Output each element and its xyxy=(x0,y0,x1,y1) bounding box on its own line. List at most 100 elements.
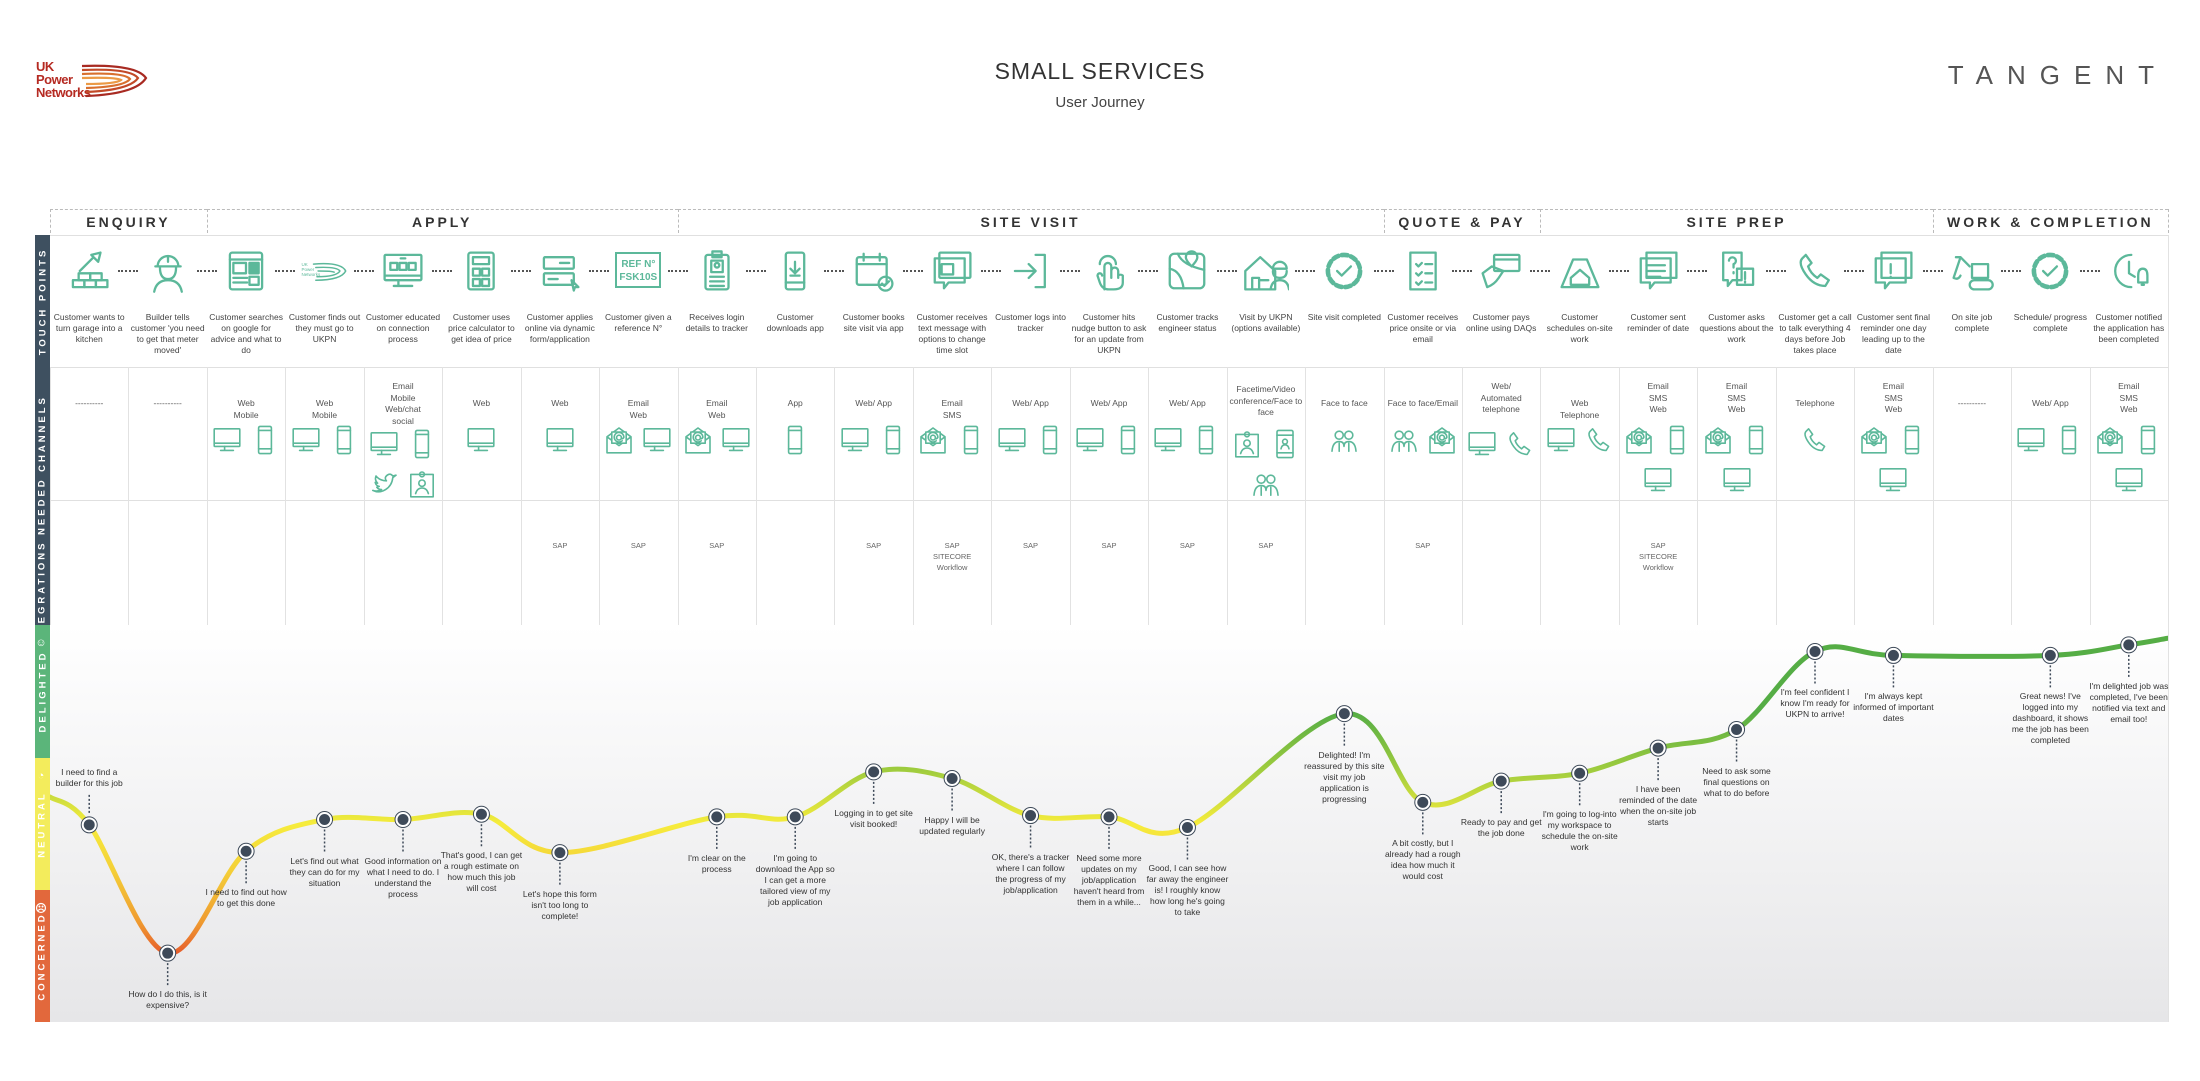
desktop-icon xyxy=(368,428,400,465)
emotion-point xyxy=(1495,775,1507,787)
mobile-icon xyxy=(1112,424,1144,461)
phase-divider xyxy=(50,209,51,233)
emotion-quote: That's good, I can get a rough estimate … xyxy=(440,850,523,894)
emotion-point xyxy=(240,845,252,857)
row-label-text: INTEGRATIONS NEEDED xyxy=(37,477,48,648)
channel-label: Web/ App xyxy=(2031,398,2069,408)
emotion-point xyxy=(1574,767,1586,779)
integration-label: SAP SITECORE Workflow xyxy=(932,541,972,572)
channel-label: Email SMS Web xyxy=(1725,381,1748,414)
emotion-point xyxy=(1809,645,1821,657)
row-label-channels: CHANNELS xyxy=(35,367,50,500)
emotion-quote: Delighted! I'm reassured by this site vi… xyxy=(1304,749,1385,804)
mobile-icon xyxy=(249,424,281,461)
channel-label: Email SMS Web xyxy=(1882,381,1905,414)
ukpn-logo: UK Power Networks xyxy=(36,58,176,108)
channel-icons xyxy=(1227,428,1305,505)
emotion-point xyxy=(1417,796,1429,808)
twitter-icon xyxy=(368,468,400,505)
touchpoint-label: Customer asks questions about the work xyxy=(1699,312,1774,344)
touchpoint-connector xyxy=(353,270,374,272)
row-label-text: NEUTRAL xyxy=(37,790,49,858)
row-label-concerned: CONCERNED ☹ xyxy=(35,890,50,1022)
emotion-quote: Good, I can see how far away the enginee… xyxy=(1146,863,1229,918)
touchpoint-connector xyxy=(1452,270,1472,272)
emotion-quote: I'm going to log-into my workspace to sc… xyxy=(1541,809,1618,853)
channel-label: ---------- xyxy=(153,398,182,408)
desktop-icon xyxy=(2015,424,2047,461)
channel-icons xyxy=(913,424,991,461)
channel-label: Email Web xyxy=(627,398,649,420)
emotion-point xyxy=(83,819,95,831)
builder-icon xyxy=(145,248,191,294)
email-icon xyxy=(2094,424,2126,461)
phone-download-icon xyxy=(772,248,818,294)
channel-icons xyxy=(835,424,913,461)
touchpoint-label: Customer sent reminder of date xyxy=(1627,312,1690,333)
channel-icons xyxy=(1854,424,1932,501)
emotion-point xyxy=(1652,742,1664,754)
channel-label: ---------- xyxy=(75,398,104,408)
touchpoint-connector xyxy=(981,270,1002,272)
integration-label: SAP xyxy=(709,541,725,550)
channel-label: Face to face xyxy=(1320,398,1368,408)
touchpoint-connector xyxy=(1687,270,1708,272)
touchpoint-connector xyxy=(746,270,766,272)
form-icon xyxy=(537,248,583,294)
chat-alert-icon xyxy=(1870,248,1916,294)
telephone-icon xyxy=(1583,424,1615,461)
email-icon xyxy=(917,424,949,461)
message-calendar-icon xyxy=(929,248,975,294)
channel-icons xyxy=(2090,424,2168,501)
channel-icons xyxy=(992,424,1070,461)
ukpn-arcs-icon xyxy=(81,64,148,98)
channel-icons xyxy=(1462,428,1540,465)
channel-label: Web/ Automated telephone xyxy=(1480,381,1522,414)
touchpoint-connector xyxy=(1059,270,1080,272)
integration-label: SAP xyxy=(1179,541,1195,550)
desktop-icon xyxy=(1721,464,1753,501)
phase-divider xyxy=(1540,209,1542,233)
channel-icons xyxy=(2011,424,2089,461)
row-divider xyxy=(50,235,2168,236)
row-label-integrations: INTEGRATIONS NEEDED xyxy=(35,477,50,648)
touchpoint-connector xyxy=(1138,270,1159,272)
emotion-quote: Need to ask some final questions on what… xyxy=(1702,765,1771,798)
channel-icons xyxy=(1305,424,1383,461)
touchpoint-label: Customer uses price calculator to get id… xyxy=(448,312,515,344)
touchpoint-label: Customer sent final reminder one day lea… xyxy=(1856,312,1931,355)
row-label-text: CHANNELS xyxy=(37,395,48,472)
channel-icons xyxy=(364,428,442,505)
touchpoint-connector xyxy=(824,270,845,272)
channel-icons xyxy=(1619,424,1697,501)
map-pin-icon xyxy=(1164,248,1210,294)
emotion-point xyxy=(711,811,723,823)
channel-icons xyxy=(756,424,834,461)
desktop-icon xyxy=(1877,464,1909,501)
phase-divider xyxy=(206,209,208,233)
mobile-icon xyxy=(2053,424,2085,461)
email-icon xyxy=(1426,424,1458,461)
channel-icons xyxy=(1148,424,1226,461)
phase-divider xyxy=(2168,209,2169,233)
touchpoint-connector xyxy=(1530,270,1551,272)
emotion-curve-chart xyxy=(50,635,2168,986)
emotion-quote: Logging in to get site visit booked! xyxy=(834,807,913,829)
mobile-icon xyxy=(779,424,811,461)
integration-label: SAP xyxy=(552,541,568,550)
desktop-icon xyxy=(1074,424,1106,461)
phase-enquiry: ENQUIRY xyxy=(50,209,207,233)
touchpoint-label: Customer books site visit via app xyxy=(842,312,905,333)
phase-site-visit: SITE VISIT xyxy=(677,209,1384,233)
emotion-quote: I'm clear on the process xyxy=(687,852,746,874)
touchpoint-label: Customer receives text message with opti… xyxy=(916,312,988,355)
touchpoint-label: Customer receives price onsite or via em… xyxy=(1387,312,1459,344)
desktop-icon xyxy=(996,424,1028,461)
calculator-icon xyxy=(458,248,504,294)
touchpoint-connector xyxy=(432,270,453,272)
touchpoint-connector xyxy=(196,270,217,272)
touchpoint-connector xyxy=(118,270,139,272)
email-icon xyxy=(1702,424,1734,461)
row-label-text: DELIGHTED xyxy=(37,650,49,733)
desktop-icon xyxy=(1152,424,1184,461)
